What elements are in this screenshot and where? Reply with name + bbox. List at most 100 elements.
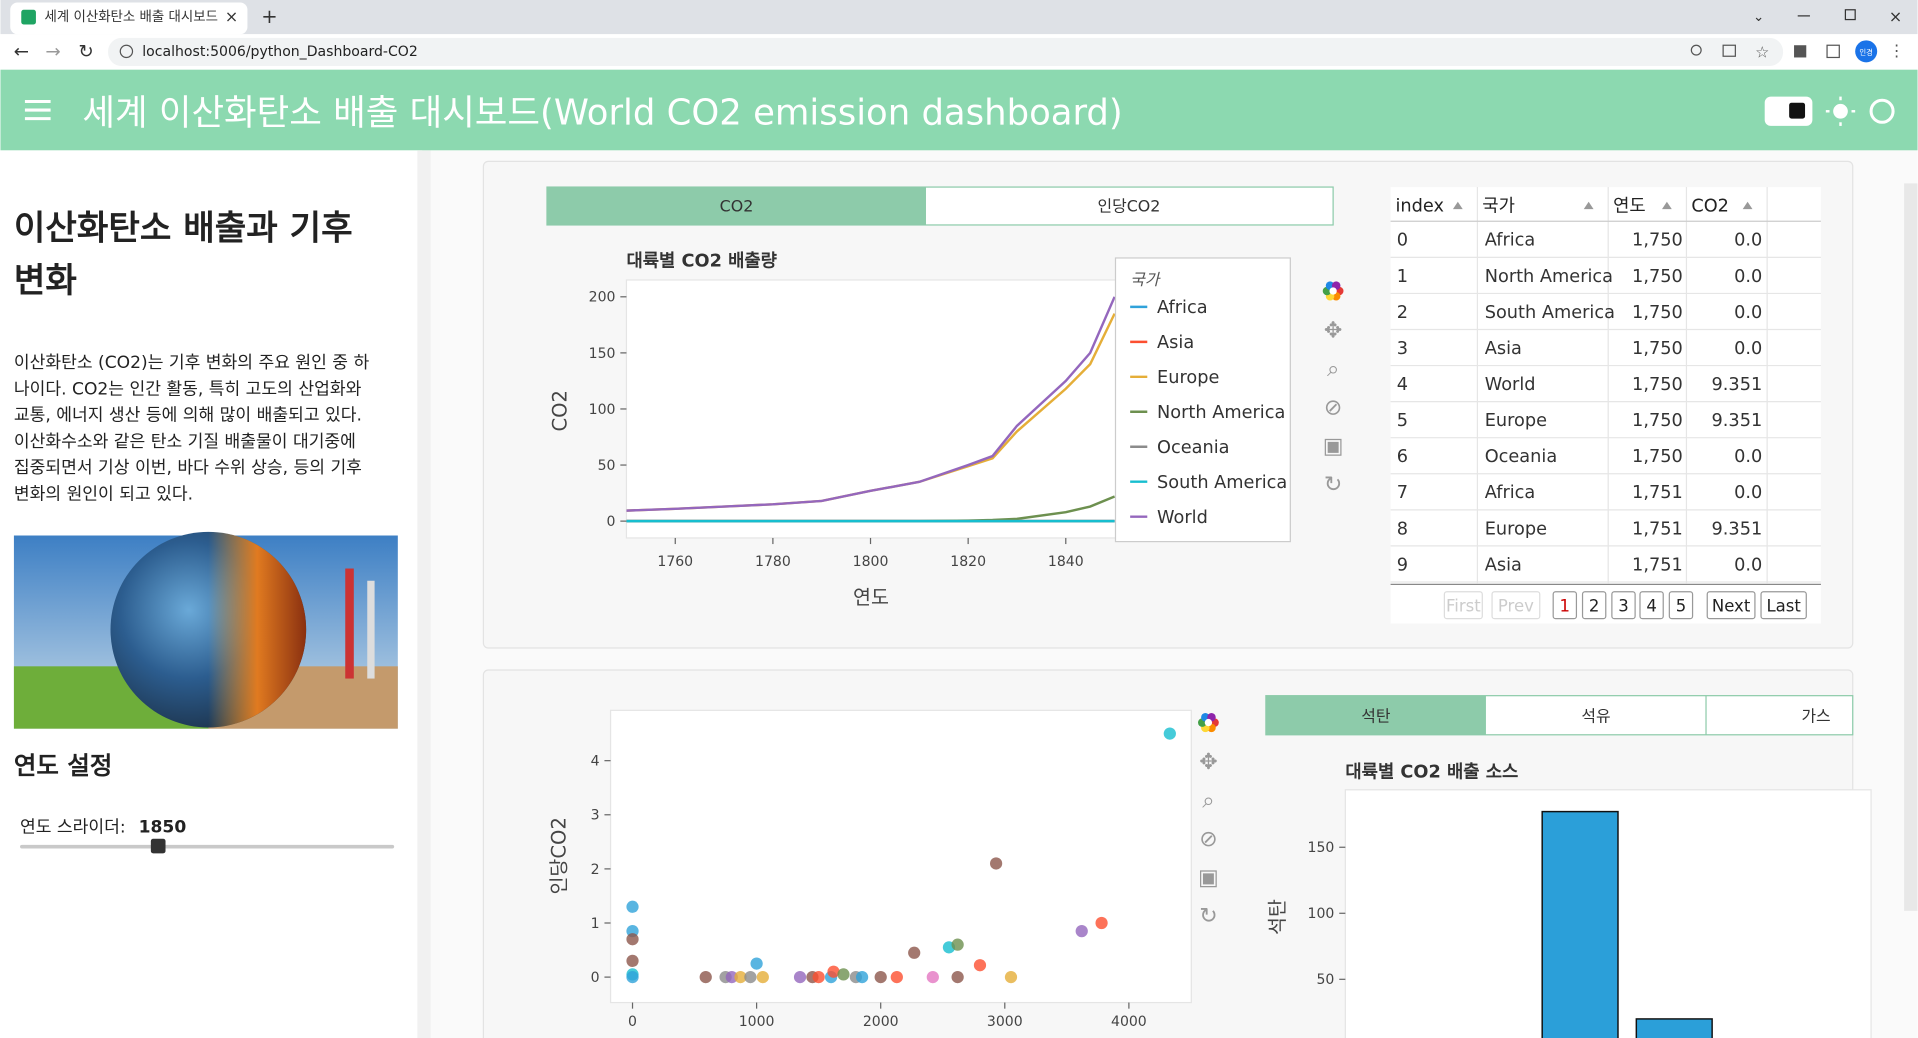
page-button[interactable] — [1760, 591, 1807, 620]
page-button[interactable] — [1639, 591, 1664, 620]
scatter-point — [951, 938, 964, 951]
extensions[interactable] — [1794, 45, 1807, 58]
scatter-point — [1163, 727, 1176, 740]
bokeh-logo-center — [1329, 287, 1337, 295]
site-info[interactable] — [119, 44, 134, 59]
bars — [1541, 810, 1713, 1038]
tab[interactable] — [10, 2, 248, 35]
theme-toggle[interactable] — [1764, 96, 1813, 126]
tool-icon[interactable]: ↻ — [1324, 472, 1342, 497]
page-label[interactable]: Prev — [1498, 596, 1534, 615]
tool-icon[interactable]: ✥ — [1324, 318, 1342, 343]
table-cell: 1,750 — [1632, 447, 1683, 467]
y-tick-label: 50 — [1316, 972, 1334, 988]
tab-label[interactable]: 석유 — [1581, 706, 1610, 725]
tool-icon[interactable]: ⊘ — [1199, 827, 1217, 852]
tab-label[interactable]: 가스 — [1801, 706, 1830, 725]
page-label[interactable]: 2 — [1589, 596, 1600, 615]
y-tick-label: 0 — [607, 514, 616, 530]
scatter-point — [973, 959, 987, 972]
tool-icon[interactable]: ✥ — [1199, 750, 1217, 775]
scatter-point — [793, 970, 807, 984]
hamburger[interactable] — [24, 99, 51, 121]
column-header[interactable]: CO2 — [1691, 197, 1729, 217]
page-button[interactable] — [1668, 591, 1694, 620]
restore[interactable] — [1844, 9, 1856, 21]
sort-icon[interactable] — [1583, 201, 1594, 210]
page-label[interactable]: Next — [1712, 596, 1751, 615]
zoom-icon[interactable] — [1690, 44, 1702, 56]
tab-active[interactable] — [546, 187, 926, 225]
legend-label[interactable]: World — [1157, 508, 1208, 528]
legend-label[interactable]: Africa — [1157, 298, 1208, 318]
page-button[interactable] — [1443, 591, 1483, 620]
scatter-point — [1004, 970, 1018, 984]
slider-track[interactable] — [20, 844, 395, 849]
sort-icon[interactable] — [1452, 201, 1463, 210]
tab-title: 세계 이산화탄소 배출 대시보드(World CO2 emission dash… — [44, 9, 439, 25]
table-cell: 1,751 — [1632, 519, 1683, 539]
page-button[interactable] — [1706, 591, 1756, 620]
forward[interactable]: → — [45, 41, 60, 62]
page-button[interactable] — [1581, 591, 1607, 620]
address-bar[interactable] — [108, 37, 1784, 67]
x-tick-label: 3000 — [987, 1014, 1023, 1030]
page-label[interactable]: 3 — [1618, 596, 1629, 615]
sort-icon[interactable] — [1742, 201, 1753, 210]
chart-title: 대륙별 CO2 배출 소스 — [1345, 762, 1518, 783]
page-label[interactable]: 5 — [1676, 596, 1687, 615]
table-cell: Africa — [1485, 483, 1536, 503]
back[interactable]: ← — [14, 41, 29, 62]
tab-close[interactable]: × — [225, 7, 238, 26]
page-button[interactable] — [1611, 591, 1636, 620]
tab-label[interactable]: 인당CO2 — [1097, 197, 1160, 216]
side-panel[interactable] — [1826, 44, 1840, 59]
table-cell: 0.0 — [1734, 303, 1762, 323]
paragraph-line: 이산화수소와 같은 탄소 기질 배출물이 대기중에 — [14, 432, 356, 452]
close-window[interactable]: × — [1889, 7, 1902, 26]
share-icon[interactable] — [1722, 44, 1736, 57]
column-header[interactable]: 국가 — [1482, 196, 1515, 217]
page-label[interactable]: 4 — [1646, 596, 1657, 615]
tool-icon[interactable]: ⊘ — [1324, 395, 1342, 420]
tool-icon[interactable]: ▣ — [1323, 434, 1344, 459]
sun-icon[interactable] — [1833, 103, 1848, 119]
legend-label[interactable]: Asia — [1157, 333, 1194, 353]
table-cell: 1,750 — [1632, 375, 1683, 395]
legend-label[interactable]: North America — [1157, 403, 1285, 423]
column-header[interactable]: 연도 — [1613, 196, 1646, 217]
tab-search[interactable]: ⌄ — [1753, 10, 1764, 25]
scatter-point — [626, 933, 639, 946]
page-label[interactable]: First — [1446, 596, 1481, 615]
legend-label[interactable]: Europe — [1157, 368, 1219, 388]
legend-label[interactable]: Oceania — [1157, 438, 1229, 458]
url: localhost:5006/python_Dashboard-CO2 — [142, 44, 418, 60]
page-label[interactable]: Last — [1766, 596, 1801, 615]
table-cell: World — [1485, 375, 1536, 395]
page-label[interactable]: 1 — [1560, 596, 1571, 615]
profile[interactable] — [1855, 40, 1878, 63]
tool-icon[interactable]: ↻ — [1199, 904, 1217, 929]
reload[interactable]: ↻ — [78, 41, 93, 62]
tab-label[interactable]: 석탄 — [1361, 706, 1391, 725]
tab-active[interactable] — [1265, 695, 1486, 735]
tool-icon[interactable]: ▣ — [1198, 866, 1219, 891]
tab-label[interactable]: CO2 — [720, 197, 754, 216]
tab-icon — [21, 9, 36, 25]
slider-handle[interactable] — [150, 838, 166, 854]
toggle-knob — [1789, 102, 1806, 119]
y-tick-label: 150 — [589, 346, 616, 362]
page-button[interactable] — [1552, 591, 1578, 620]
page-button[interactable] — [1491, 591, 1541, 620]
column-header[interactable]: index — [1395, 197, 1443, 217]
y-tick-label: 1 — [591, 916, 600, 932]
sort-icon[interactable] — [1662, 201, 1672, 210]
tool-icon[interactable]: ⌕ — [1202, 789, 1214, 814]
new-tab[interactable]: + — [261, 5, 277, 28]
legend-label[interactable]: South America — [1157, 473, 1287, 493]
paragraph-line: 집중되면서 기상 이번, 바다 수위 상승, 등의 기후 — [14, 458, 362, 478]
tool-icon[interactable]: ⌕ — [1327, 357, 1339, 382]
bookmark[interactable]: ☆ — [1755, 42, 1769, 61]
axis-label: CO2 — [549, 390, 572, 431]
menu[interactable]: ⋮ — [1889, 41, 1905, 60]
